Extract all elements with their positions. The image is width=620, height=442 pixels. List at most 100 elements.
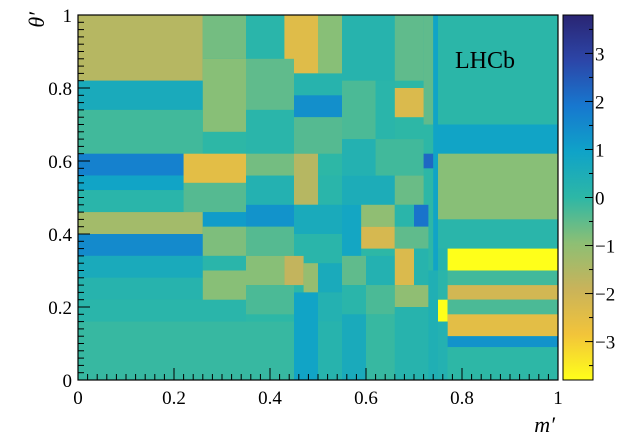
colorbar-ticks: −3 −2 −1 0 1 2 3: [585, 28, 615, 367]
heatmap-cell: [78, 277, 203, 300]
y-tick-label: 0: [63, 371, 73, 392]
heatmap-cell: [246, 226, 294, 256]
heatmap-cell: [438, 124, 558, 154]
heatmap-cell: [342, 80, 376, 140]
heatmap-cell: [78, 255, 203, 278]
heatmap-cell: [318, 15, 342, 81]
y-axis-ticks: 0 0.2 0.4 0.6 0.8 1: [48, 6, 90, 392]
heatmap-cell: [447, 299, 558, 315]
heatmap-cell: [438, 270, 448, 300]
heatmap-cell: [318, 321, 342, 380]
colorbar-tick-label: 3: [595, 44, 605, 65]
heatmap-cell: [246, 109, 294, 154]
heatmap-cell: [202, 15, 246, 59]
heatmap-cell: [78, 321, 294, 380]
lhcb-label: LHCb: [455, 48, 515, 74]
heatmap-cell: [294, 117, 342, 154]
heatmap-cell: [394, 307, 429, 380]
heatmap-cell: [246, 58, 294, 110]
colorbar-tick-label: −3: [595, 333, 615, 354]
heatmap-cell: [447, 248, 558, 271]
heatmap-cell: [183, 182, 246, 213]
heatmap-cell: [438, 321, 448, 380]
heatmap-cell: [342, 204, 362, 256]
heatmap-cell: [394, 175, 424, 205]
heatmap-cells: [78, 15, 558, 380]
heatmap-cell: [183, 153, 246, 183]
heatmap-cell: [294, 292, 318, 380]
heatmap-cell: [78, 175, 184, 191]
heatmap-cell: [342, 285, 366, 315]
heatmap-cell: [438, 299, 448, 322]
heatmap-cell: [202, 226, 246, 256]
heatmap-cell: [294, 153, 318, 205]
heatmap-cell: [202, 212, 246, 227]
heatmap-cell: [361, 226, 395, 249]
x-tick-label: 0.8: [450, 388, 474, 409]
x-tick-label: 0: [73, 388, 83, 409]
colorbar-tick-label: −1: [595, 237, 615, 258]
heatmap-cell: [394, 204, 414, 227]
heatmap-cell: [394, 248, 414, 286]
heatmap-cell: [394, 15, 424, 81]
heatmap-cell: [78, 212, 203, 234]
heatmap-cell: [246, 153, 294, 176]
heatmap-cell: [394, 226, 429, 249]
heatmap-cell: [438, 153, 558, 220]
heatmap-cell: [246, 15, 285, 59]
heatmap-cell: [366, 285, 395, 315]
heatmap-cell: [438, 219, 558, 249]
heatmap-cell: [202, 58, 246, 132]
heatmap-cell: [78, 153, 184, 176]
colorbar-tick-label: 0: [595, 189, 605, 210]
colorbar-tick-label: 1: [595, 140, 605, 161]
heatmap-cell: [366, 255, 395, 286]
heatmap-cell: [78, 299, 246, 322]
heatmap-cell: [342, 139, 376, 176]
heatmap-cell: [342, 175, 395, 205]
heatmap-cell: [361, 204, 395, 227]
x-tick-label: 0.4: [258, 388, 282, 409]
heatmap-cell: [394, 88, 424, 118]
x-tick-label: 0.2: [162, 388, 186, 409]
x-tick-label: 1: [553, 388, 563, 409]
heatmap-cell: [318, 263, 342, 293]
heatmap-cell: [318, 175, 342, 205]
heatmap-cell: [318, 292, 342, 322]
heatmap-cell: [246, 255, 285, 286]
colorbar-tick-label: 2: [595, 92, 605, 113]
heatmap-cell: [433, 15, 438, 271]
heatmap-cell: [423, 153, 434, 169]
heatmap-cell: [78, 109, 203, 154]
heatmap-cell: [428, 270, 438, 380]
heatmap-cell: [447, 270, 558, 286]
heatmap-cell: [78, 234, 203, 256]
x-axis-ticks: 0 0.2 0.4 0.6 0.8 1: [73, 368, 563, 409]
heatmap-cell: [438, 15, 558, 125]
heatmap-cell: [414, 204, 429, 227]
heatmap-cell: [246, 204, 294, 227]
x-tick-label: 0.6: [354, 388, 378, 409]
y-tick-label: 0.2: [48, 298, 72, 319]
heatmap-cell: [202, 255, 246, 271]
heatmap-cell: [342, 255, 366, 286]
heatmap-cell: [342, 15, 395, 81]
heatmap-cell: [447, 314, 558, 337]
heatmap-cell: [423, 15, 434, 125]
heatmap-cell: [78, 80, 203, 110]
heatmap-cell: [78, 190, 184, 213]
heatmap-cell: [394, 285, 429, 307]
heatmap-cell: [342, 314, 366, 380]
heatmap-cell: [375, 80, 395, 140]
heatmap-cell: [447, 285, 558, 300]
heatmap-cell: [284, 255, 304, 286]
heatmap-cell: [246, 285, 294, 315]
heatmap-cell: [366, 314, 395, 380]
x-axis-title: m′: [534, 412, 556, 437]
heatmap-cell: [294, 95, 342, 118]
heatmap-cell: [375, 139, 424, 176]
heatmap-cell: [246, 175, 294, 205]
heatmap-cell: [414, 248, 429, 286]
heatmap-cell: [294, 204, 342, 234]
